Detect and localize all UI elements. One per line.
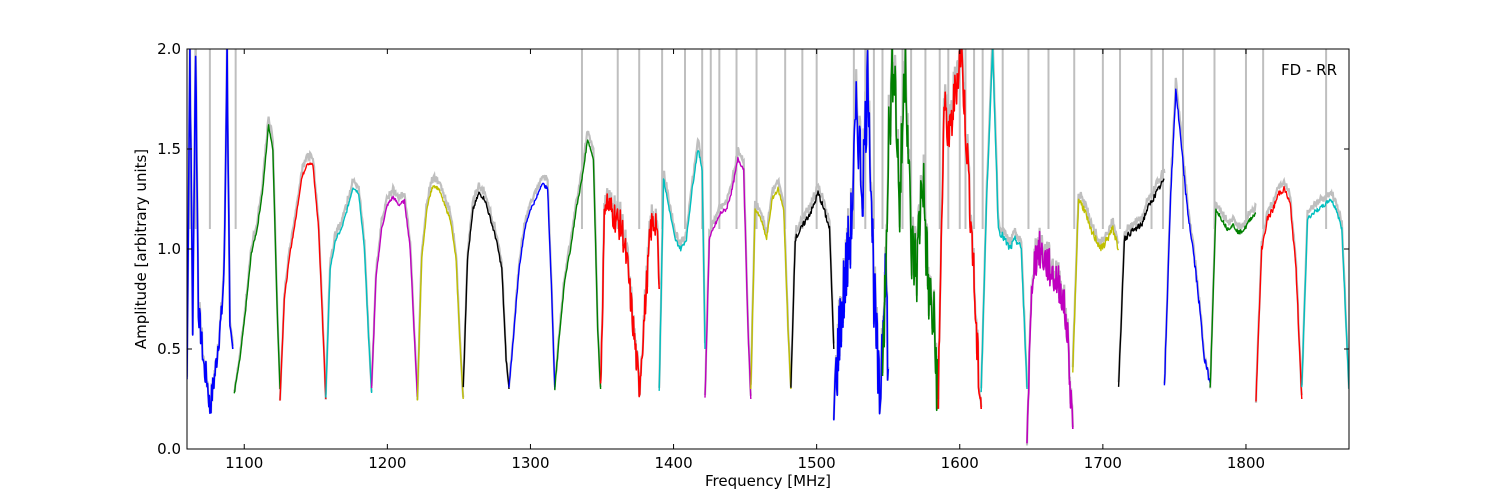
band-series-6 (462, 191, 510, 390)
band-series-4 (370, 195, 419, 398)
reference-band-11 (703, 146, 752, 396)
band-series-18 (1026, 230, 1074, 444)
band-series-24 (1301, 198, 1349, 390)
band-series-8 (554, 139, 602, 391)
y-tick-label-3: 1.5 (157, 140, 181, 158)
x-tick-label-6: 1700 (1084, 454, 1122, 472)
axis-ticks: 1100 1200 1300 1400 1500 1600 1700 1800 0.0 0.5 1.… (157, 40, 1349, 472)
band-series-layer (187, 49, 1349, 444)
band-series-21 (1163, 88, 1211, 386)
reference-band-6 (462, 182, 511, 388)
band-series-0 (187, 49, 234, 414)
band-series-3 (325, 187, 373, 398)
band-series-15 (881, 49, 940, 412)
x-axis-label: Frequency [MHz] (705, 472, 831, 490)
x-tick-label-1: 1200 (368, 454, 406, 472)
reference-band-23 (1254, 176, 1303, 403)
x-tick-label-7: 1800 (1227, 454, 1265, 472)
y-tick-label-2: 1.0 (157, 240, 181, 258)
band-series-16 (937, 49, 982, 410)
band-series-13 (790, 190, 835, 388)
x-tick-label-4: 1500 (798, 454, 836, 472)
reference-band-22 (1209, 200, 1257, 389)
band-series-2 (279, 162, 327, 401)
reference-band-20 (1117, 168, 1166, 383)
x-tick-label-5: 1600 (941, 454, 979, 472)
y-tick-label-1: 0.5 (157, 340, 181, 358)
band-series-5 (416, 185, 464, 401)
band-series-23 (1255, 185, 1303, 402)
y-tick-label-0: 0.0 (157, 440, 181, 458)
chart-annotation: FD - RR (1281, 61, 1337, 79)
band-series-12 (750, 186, 792, 390)
x-tick-label-3: 1400 (654, 454, 692, 472)
band-series-1 (233, 124, 281, 394)
reference-band-13 (789, 182, 835, 389)
band-series-17 (980, 49, 1028, 393)
x-tick-label-2: 1300 (511, 454, 549, 472)
x-tick-label-0: 1100 (225, 454, 263, 472)
band-series-11 (704, 156, 752, 400)
band-series-20 (1117, 178, 1165, 387)
y-tick-label-4: 2.0 (157, 40, 181, 58)
reference-band-9 (599, 188, 661, 397)
band-series-10 (658, 150, 706, 391)
band-series-7 (508, 182, 556, 390)
band-series-22 (1209, 208, 1257, 388)
reference-band-10 (658, 137, 707, 388)
y-axis-label: Amplitude [arbitrary units] (132, 149, 150, 349)
band-series-9 (599, 193, 660, 398)
band-series-14 (833, 49, 889, 421)
band-series-19 (1072, 198, 1120, 373)
